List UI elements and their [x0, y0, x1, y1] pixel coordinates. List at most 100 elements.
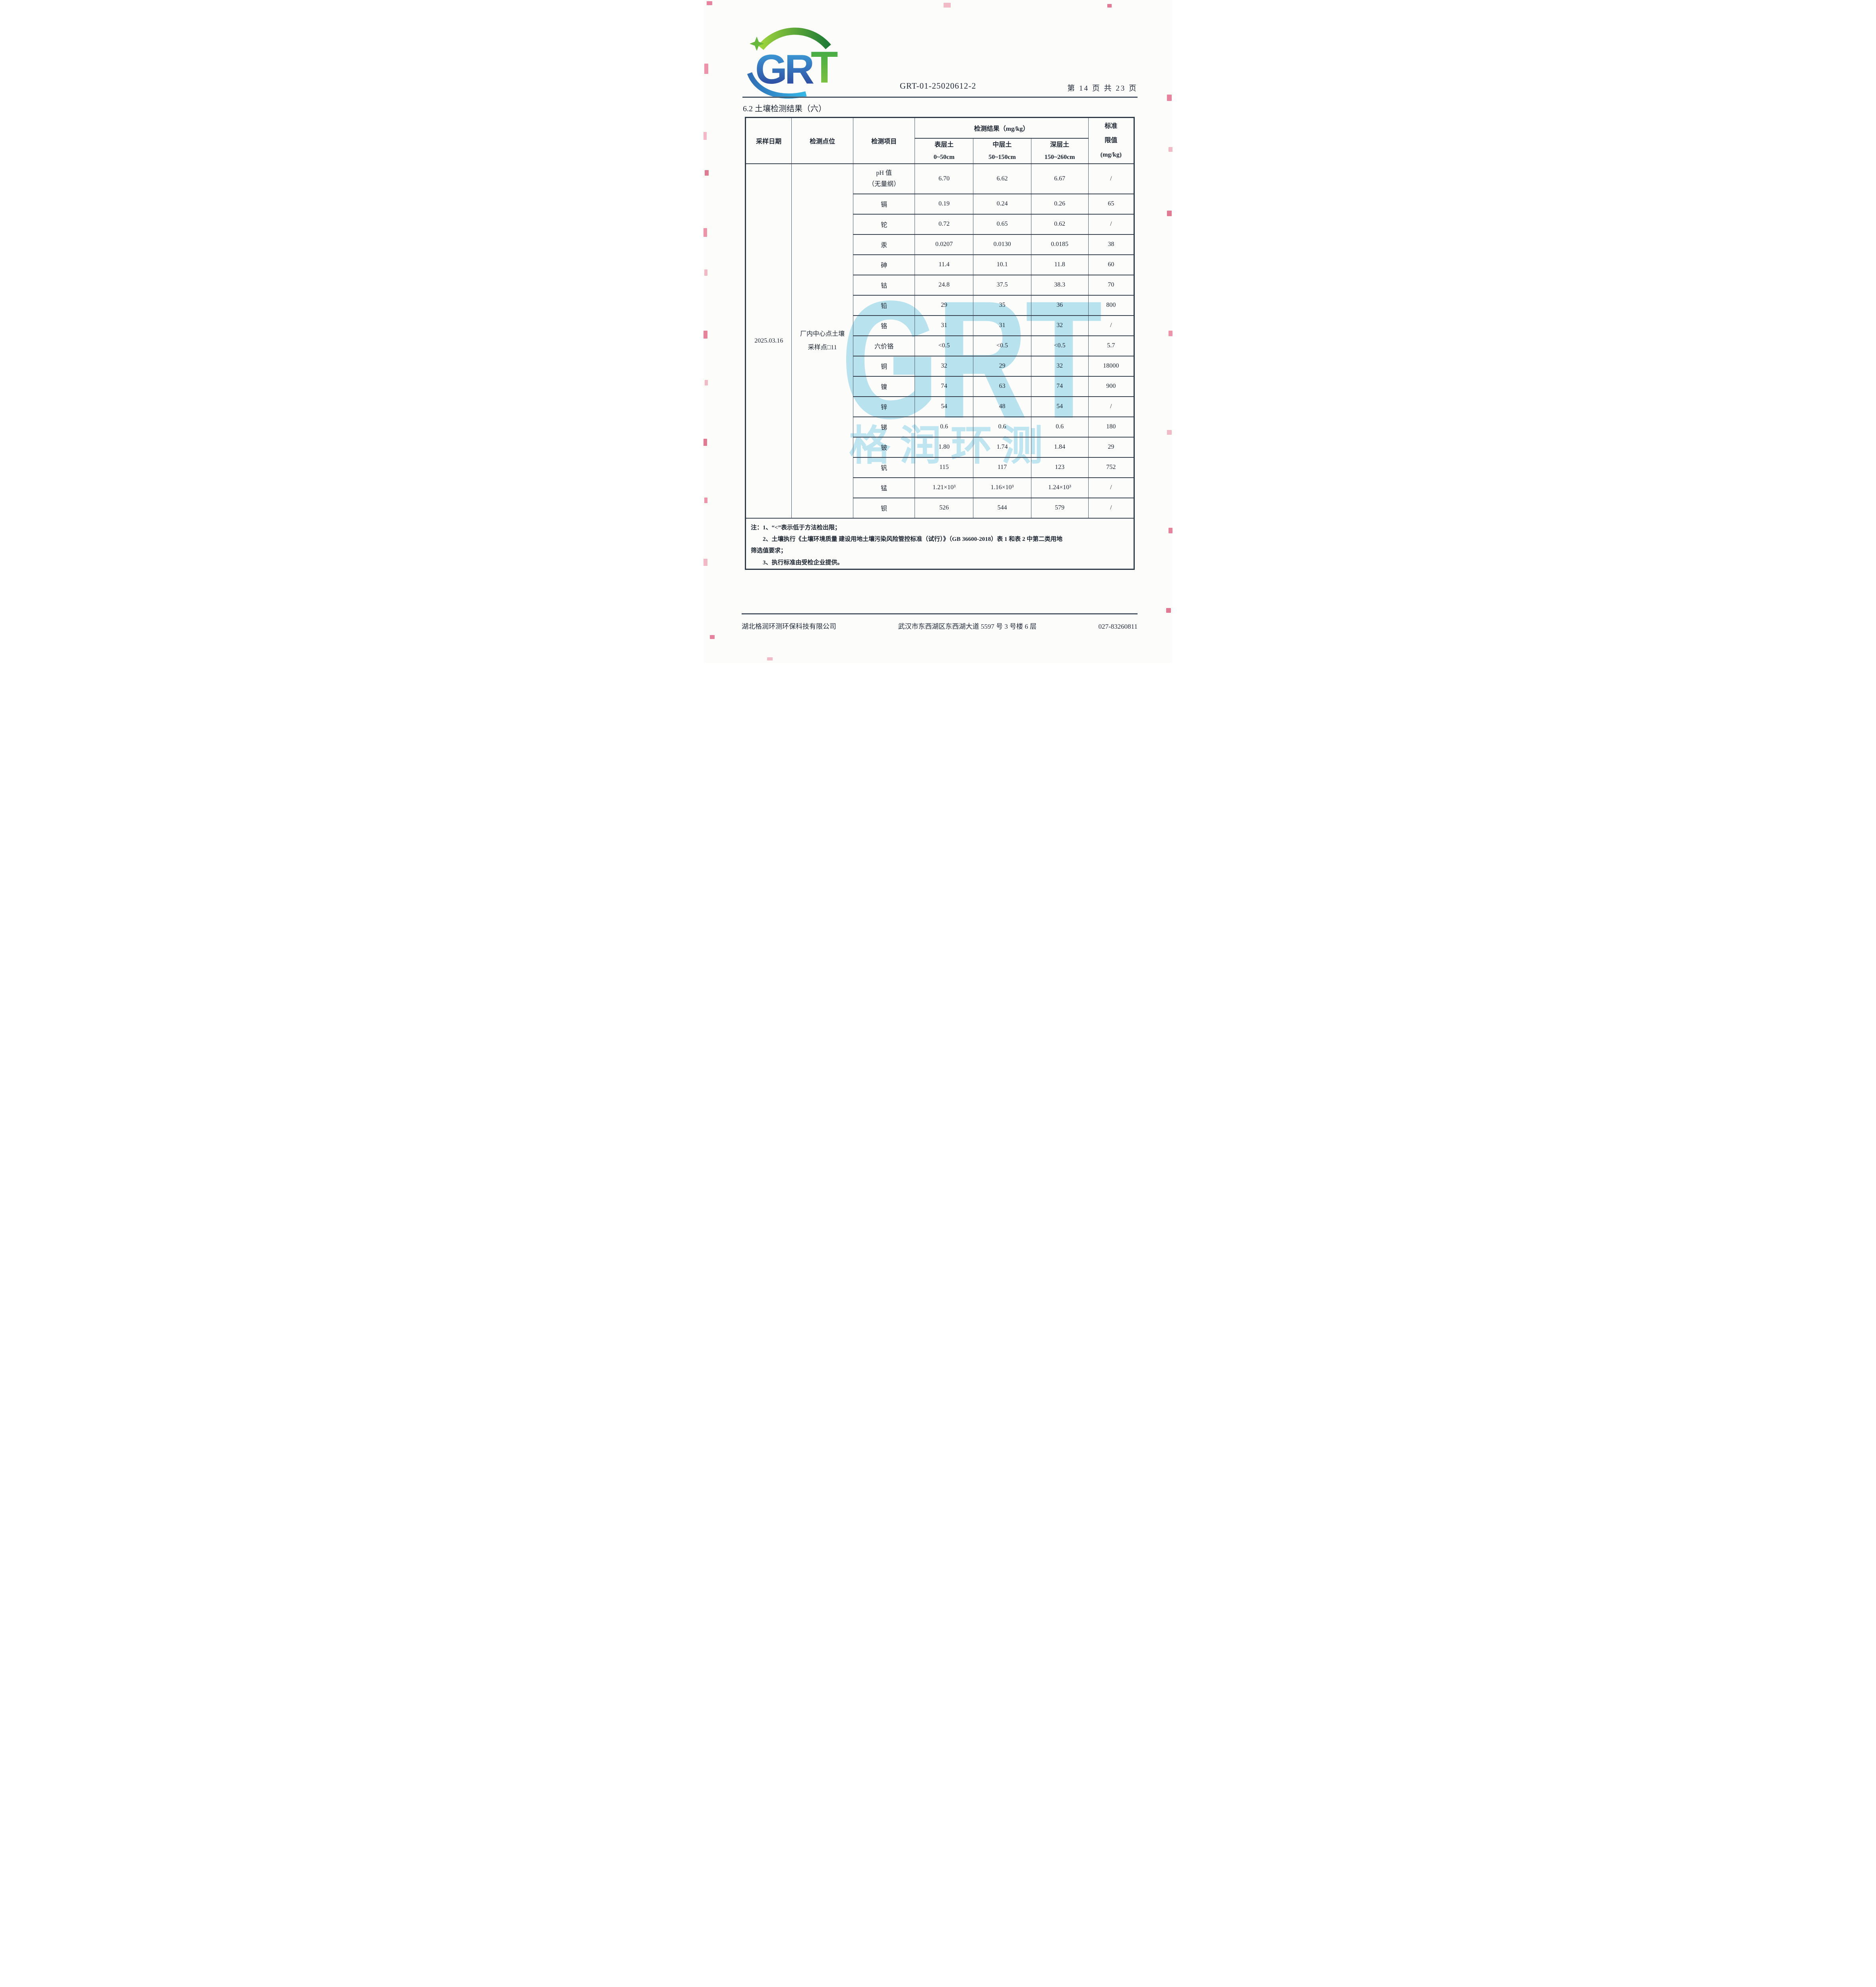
- limit-value: 65: [1088, 193, 1135, 215]
- limit-value: 900: [1088, 376, 1135, 397]
- scan-artifact: [1167, 95, 1172, 101]
- limit-value: 60: [1088, 254, 1135, 275]
- note-line-2: 2、土壤执行《土壤环境质量 建设用地土壤污染风险管控标准（试行）》（GB 366…: [763, 536, 1063, 543]
- analyte-name: 铜: [853, 355, 915, 377]
- note-line-3: 筛选值要求；: [751, 548, 787, 554]
- note-line-1: 注：1、“<”表示低于方法检出限；: [751, 524, 841, 531]
- result-deep: 74: [1031, 376, 1089, 397]
- table-row: 铅 29 35 36 800: [746, 294, 1135, 316]
- header-test-item: 检测项目: [853, 117, 915, 164]
- analyte-name: 钒: [853, 457, 915, 478]
- limit-value: 5.7: [1088, 335, 1135, 356]
- result-surface: 54: [915, 396, 974, 417]
- table-row: 钒 115 117 123 752: [746, 457, 1135, 478]
- result-deep: 0.26: [1031, 193, 1089, 215]
- result-middle: 1.74: [973, 436, 1031, 458]
- table-row: 铍 1.80 1.74 1.84 29: [746, 436, 1135, 458]
- analyte-name: 钡: [853, 497, 915, 519]
- footer-company: 湖北格润环测环保科技有限公司: [742, 623, 836, 630]
- table-row: 铊 0.72 0.65 0.62 /: [746, 213, 1135, 235]
- scan-artifact: [704, 269, 707, 276]
- scan-artifact: [707, 1, 712, 5]
- analyte-name: 铊: [853, 213, 915, 235]
- analyte-name: 铍: [853, 436, 915, 458]
- header-limit-line1: 标准: [1105, 122, 1118, 130]
- header-limit-line2: 限值: [1105, 137, 1118, 144]
- header-limit: 标准 限值 (mg/kg): [1088, 117, 1135, 164]
- footer: 湖北格润环测环保科技有限公司 武汉市东西湖区东西湖大道 5597 号 3 号楼 …: [742, 621, 1138, 631]
- result-surface: 32: [915, 355, 974, 377]
- result-middle: 0.6: [973, 416, 1031, 438]
- limit-value: 18000: [1088, 355, 1135, 377]
- result-surface: 526: [915, 497, 974, 519]
- header-middle-soil: 中层土 50~150cm: [973, 138, 1031, 164]
- result-deep: 1.84: [1031, 436, 1089, 458]
- analyte-name: 汞: [853, 234, 915, 255]
- limit-value: 752: [1088, 457, 1135, 478]
- scan-artifact: [1167, 430, 1172, 435]
- table-row: 汞 0.0207 0.0130 0.0185 38: [746, 234, 1135, 255]
- middle-soil-label: 中层土: [992, 141, 1012, 148]
- deep-soil-depth: 150~260cm: [1044, 153, 1075, 161]
- logo-letter-t: T: [811, 43, 838, 92]
- result-middle: 31: [973, 315, 1031, 336]
- result-middle: 544: [973, 497, 1031, 519]
- deep-soil-label: 深层土: [1050, 141, 1070, 148]
- analyte-name: 铅: [853, 294, 915, 316]
- result-surface: 115: [915, 457, 974, 478]
- scan-artifact: [704, 331, 707, 339]
- result-surface: <0.5: [915, 335, 974, 356]
- notes-row: 注：1、“<”表示低于方法检出限； 2、土壤执行《土壤环境质量 建设用地土壤污染…: [745, 517, 1134, 570]
- limit-value: 70: [1088, 274, 1135, 296]
- result-middle: 29: [973, 355, 1031, 377]
- result-surface: 6.70: [915, 163, 974, 194]
- result-surface: 0.19: [915, 193, 974, 215]
- analyte-name: 镍: [853, 376, 915, 397]
- result-deep: 0.0185: [1031, 234, 1089, 255]
- scan-artifact: [704, 498, 707, 503]
- page-indicator: 第 14 页 共 23 页: [1067, 84, 1138, 93]
- document-number: GRT-01-25020612-2: [899, 81, 977, 91]
- surface-soil-depth: 0~50cm: [933, 153, 955, 161]
- result-deep: 32: [1031, 355, 1089, 377]
- result-middle: 0.0130: [973, 234, 1031, 255]
- scan-artifact: [1107, 4, 1112, 8]
- header-divider: [742, 97, 1138, 98]
- table-row: 2025.03.16 厂内中心点土壤 采样点□11 pH 值 （无量纲） 6.7…: [745, 163, 1135, 519]
- section-title: 6.2 土壤检测结果（六）: [743, 105, 826, 113]
- result-middle: 48: [973, 396, 1031, 417]
- table-row: 铜 32 29 32 18000: [746, 355, 1135, 377]
- result-surface: 31: [915, 315, 974, 336]
- result-deep: 38.3: [1031, 274, 1089, 296]
- result-deep: 54: [1031, 396, 1089, 417]
- result-surface: 24.8: [915, 274, 974, 296]
- logo-letter-r: R: [785, 46, 814, 93]
- table-row: 锑 0.6 0.6 0.6 180: [746, 416, 1135, 438]
- result-middle: 0.65: [973, 213, 1031, 235]
- header-limit-line3: (mg/kg): [1100, 151, 1122, 158]
- result-deep: 123: [1031, 457, 1089, 478]
- header-test-point: 检测点位: [791, 117, 853, 164]
- result-deep: 6.67: [1031, 163, 1089, 194]
- result-middle: 37.5: [973, 274, 1031, 296]
- result-middle: 6.62: [973, 163, 1031, 194]
- analyte-name: 锰: [853, 477, 915, 498]
- result-deep: 32: [1031, 315, 1089, 336]
- header-sample-date: 采样日期: [745, 117, 792, 164]
- table-row: 锰 1.21×10³ 1.16×10³ 1.24×10³ /: [746, 477, 1135, 498]
- limit-value: /: [1088, 163, 1135, 194]
- test-point-line1: 厂内中心点土壤: [800, 331, 845, 338]
- result-deep: 11.8: [1031, 254, 1089, 275]
- result-middle: 1.16×10³: [973, 477, 1031, 498]
- soil-test-results-table: 采样日期 检测点位 检测项目 检测结果（mg/kg） 标准 限值 (mg/kg)…: [745, 117, 1135, 570]
- analyte-name-line2: （无量纲）: [868, 180, 900, 188]
- table-row: 镍 74 63 74 900: [746, 376, 1135, 397]
- result-surface: 29: [915, 294, 974, 316]
- limit-value: /: [1088, 315, 1135, 336]
- scan-artifact: [705, 170, 709, 176]
- scan-artifact: [710, 635, 715, 639]
- result-surface: 0.72: [915, 213, 974, 235]
- limit-value: 180: [1088, 416, 1135, 438]
- limit-value: /: [1088, 213, 1135, 235]
- analyte-name: 钴: [853, 274, 915, 296]
